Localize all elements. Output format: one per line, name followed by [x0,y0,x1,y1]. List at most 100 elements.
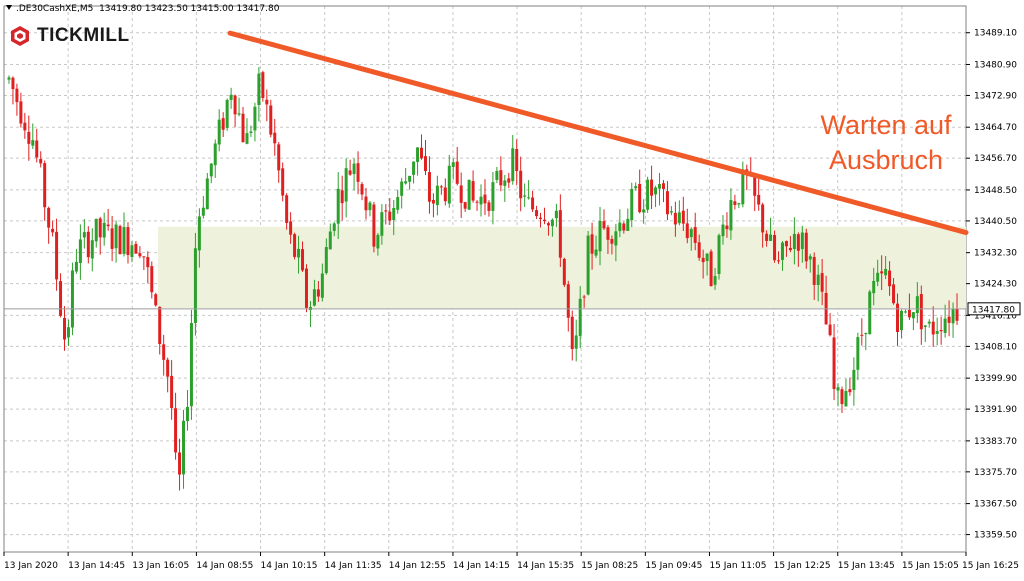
candle [709,249,713,287]
current-price-tag: 13417.80 [967,302,1021,316]
y-tick-label: 13464.70 [974,123,1017,133]
candle [241,106,245,143]
candle [170,360,174,420]
candle [364,187,368,220]
candle [907,293,911,320]
candle [527,180,531,200]
candle [753,172,757,212]
candle [106,208,110,231]
candle [884,255,888,280]
trendline[interactable] [227,30,969,236]
candle [542,207,546,225]
candle [856,332,860,381]
candle [479,184,483,217]
symbol-label: .DE30CashXE,M5 [16,4,94,14]
candle [63,306,67,351]
candle [150,261,154,299]
candle [423,139,427,176]
candle [800,225,804,263]
candle [769,217,773,242]
y-tick-label: 13448.50 [974,186,1017,196]
candle [864,332,868,351]
tickmill-logo-icon [11,26,29,46]
candle [70,262,74,336]
candle [618,209,622,238]
candle [221,112,225,138]
candle [277,142,281,183]
candle [289,212,293,244]
chevron-down-icon[interactable] [6,5,12,10]
candle [892,278,896,305]
candle [578,286,582,349]
candle [182,409,186,489]
candle [15,83,19,116]
candle [650,165,654,210]
x-tick-label: 15 Jan 11:05 [709,561,766,571]
candle [447,154,451,208]
candle [614,223,618,262]
candle [178,438,182,491]
resistance-zone [158,226,966,309]
candle [808,253,812,273]
candle [665,181,669,221]
candle [899,309,903,339]
candle [646,176,650,213]
candle [416,147,420,176]
candle [693,212,697,251]
candle [412,161,416,184]
candle [535,205,539,219]
candle [713,267,717,290]
candle [86,226,90,264]
candle [265,89,269,122]
candle [368,201,372,217]
y-tick-label: 13424.30 [974,280,1017,290]
y-axis: 13489.10 13480.90 13472.90 13464.70 13456.70… [966,29,1017,541]
candle [293,232,297,260]
candle [431,193,435,218]
y-tick-label: 13489.10 [974,29,1017,39]
candle [570,310,574,361]
candle [134,241,138,254]
candle [225,98,229,131]
candle [463,201,467,212]
x-tick-label: 15 Jan 16:25 [962,561,1019,571]
x-tick-label: 15 Jan 13:45 [838,561,895,571]
candle [737,202,741,209]
current-price-label: 13417.80 [972,305,1015,315]
symbol-header: .DE30CashXE,M5 13419.80 13423.50 13415.0… [6,4,279,14]
candle [217,109,221,152]
candle [281,162,285,202]
candle [356,151,360,195]
candle [634,182,638,191]
candle [435,175,439,216]
candle [689,227,693,251]
candle [94,218,98,248]
candle [677,200,681,226]
candle [598,206,602,266]
candle [376,233,380,256]
y-tick-label: 13480.90 [974,60,1017,70]
candle [55,218,59,291]
candle [705,253,709,276]
y-tick-label: 13367.50 [974,500,1017,510]
candle [788,235,792,253]
candle [765,230,769,247]
x-axis: 13 Jan 2020 13 Jan 14:45 13 Jan 16:05 14 Ja… [3,552,1019,571]
candle [773,230,777,263]
candle [844,378,848,407]
candle [868,289,872,335]
candle [336,172,340,239]
y-tick-label: 13391.90 [974,405,1017,415]
candle [860,318,864,346]
y-tick-label: 13383.70 [974,437,1017,447]
candle [531,190,535,213]
candle [59,273,63,318]
candle [201,195,205,219]
x-tick-label: 15 Jan 09:45 [645,561,702,571]
candle [257,66,261,122]
candle [721,215,725,245]
candle [681,196,685,231]
candle [185,389,189,431]
